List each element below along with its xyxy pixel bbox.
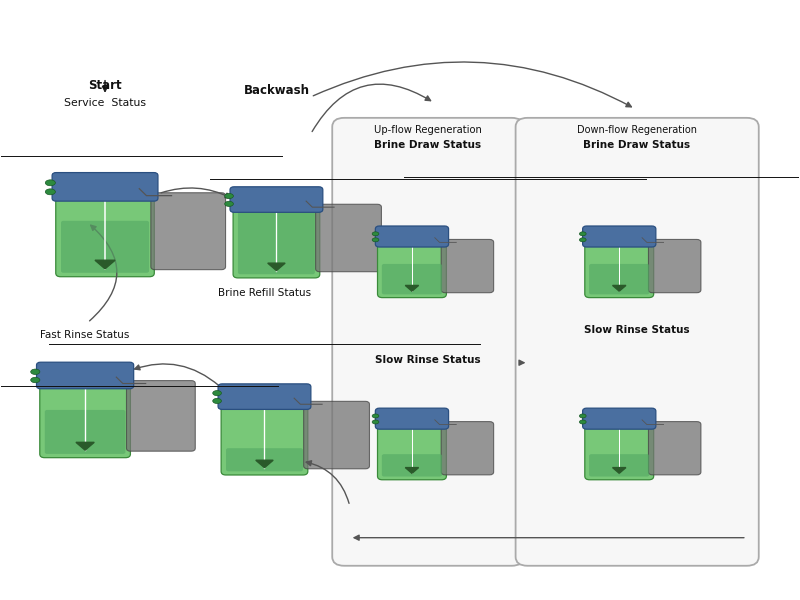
FancyBboxPatch shape bbox=[316, 204, 382, 272]
FancyBboxPatch shape bbox=[45, 410, 126, 454]
FancyBboxPatch shape bbox=[304, 401, 370, 469]
Text: Brine Draw Status: Brine Draw Status bbox=[374, 140, 482, 150]
FancyBboxPatch shape bbox=[382, 264, 442, 295]
Ellipse shape bbox=[30, 377, 40, 383]
FancyBboxPatch shape bbox=[52, 173, 158, 201]
Text: Start: Start bbox=[88, 79, 122, 92]
Text: Backwash: Backwash bbox=[243, 84, 310, 97]
Text: Brine Refill Status: Brine Refill Status bbox=[218, 288, 311, 298]
FancyBboxPatch shape bbox=[56, 189, 154, 277]
Polygon shape bbox=[406, 286, 418, 291]
FancyBboxPatch shape bbox=[582, 226, 656, 247]
Text: Up-flow Regeneration: Up-flow Regeneration bbox=[374, 125, 482, 135]
FancyBboxPatch shape bbox=[382, 454, 442, 476]
FancyBboxPatch shape bbox=[126, 380, 195, 451]
Ellipse shape bbox=[213, 398, 222, 404]
FancyBboxPatch shape bbox=[375, 226, 449, 247]
Ellipse shape bbox=[372, 238, 379, 242]
FancyBboxPatch shape bbox=[582, 408, 656, 429]
Polygon shape bbox=[256, 460, 273, 467]
Polygon shape bbox=[268, 263, 285, 271]
FancyBboxPatch shape bbox=[375, 408, 449, 429]
Text: Slow Rinse Status: Slow Rinse Status bbox=[375, 355, 481, 365]
Text: Fast Rinse Status: Fast Rinse Status bbox=[41, 330, 130, 340]
FancyBboxPatch shape bbox=[441, 239, 494, 293]
Ellipse shape bbox=[225, 193, 234, 199]
Ellipse shape bbox=[372, 420, 379, 424]
Ellipse shape bbox=[225, 201, 234, 206]
Polygon shape bbox=[95, 260, 115, 269]
Text: Down-flow Regeneration: Down-flow Regeneration bbox=[577, 125, 697, 135]
Polygon shape bbox=[76, 442, 94, 450]
Polygon shape bbox=[406, 467, 418, 473]
FancyBboxPatch shape bbox=[649, 239, 701, 293]
FancyBboxPatch shape bbox=[37, 362, 134, 389]
FancyBboxPatch shape bbox=[61, 221, 149, 273]
Ellipse shape bbox=[579, 414, 586, 418]
Ellipse shape bbox=[579, 238, 586, 242]
Polygon shape bbox=[613, 286, 626, 291]
FancyBboxPatch shape bbox=[238, 211, 315, 274]
Text: Brine Draw Status: Brine Draw Status bbox=[583, 140, 690, 150]
Ellipse shape bbox=[579, 232, 586, 236]
FancyBboxPatch shape bbox=[218, 384, 311, 409]
FancyBboxPatch shape bbox=[151, 193, 226, 269]
FancyBboxPatch shape bbox=[589, 264, 650, 295]
Ellipse shape bbox=[30, 369, 40, 374]
Text: Slow Rinse Status: Slow Rinse Status bbox=[584, 325, 690, 335]
FancyBboxPatch shape bbox=[221, 398, 308, 475]
Ellipse shape bbox=[46, 180, 55, 186]
FancyBboxPatch shape bbox=[378, 419, 446, 480]
FancyBboxPatch shape bbox=[585, 236, 654, 298]
Ellipse shape bbox=[372, 232, 379, 236]
FancyBboxPatch shape bbox=[515, 118, 758, 566]
Ellipse shape bbox=[213, 391, 222, 395]
FancyBboxPatch shape bbox=[585, 419, 654, 480]
FancyBboxPatch shape bbox=[649, 422, 701, 475]
FancyBboxPatch shape bbox=[40, 377, 130, 458]
FancyBboxPatch shape bbox=[378, 236, 446, 298]
Ellipse shape bbox=[46, 189, 55, 195]
FancyBboxPatch shape bbox=[332, 118, 523, 566]
FancyBboxPatch shape bbox=[589, 454, 650, 476]
FancyBboxPatch shape bbox=[233, 201, 320, 278]
Text: Service  Status: Service Status bbox=[64, 98, 146, 108]
Polygon shape bbox=[613, 467, 626, 473]
Ellipse shape bbox=[579, 420, 586, 424]
Ellipse shape bbox=[372, 414, 379, 418]
FancyBboxPatch shape bbox=[226, 448, 303, 472]
FancyBboxPatch shape bbox=[441, 422, 494, 475]
FancyBboxPatch shape bbox=[230, 187, 323, 212]
